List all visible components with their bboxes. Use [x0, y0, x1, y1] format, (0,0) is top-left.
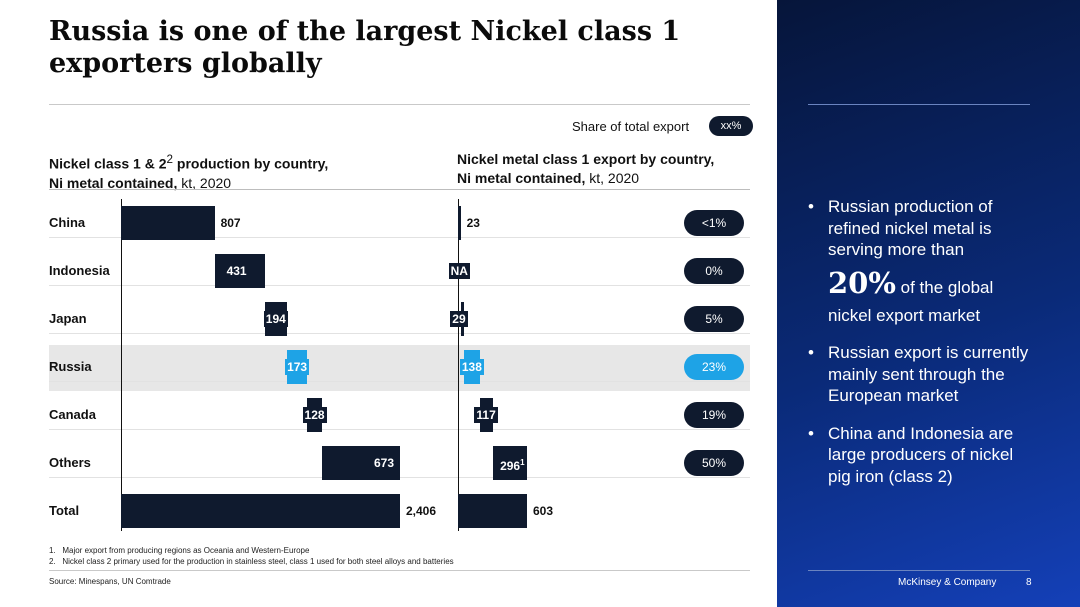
share-pill-china: <1% [684, 210, 744, 236]
row-divider [49, 237, 750, 238]
row-label-others: Others [49, 455, 91, 470]
right-value-total: 603 [533, 504, 554, 518]
left-value-indonesia: 431 [226, 264, 247, 278]
source-note: Source: Minespans, UN Comtrade [49, 577, 171, 586]
bullet-dot: • [808, 423, 814, 443]
panel-footer-divider [808, 570, 1030, 571]
left-bar-others [321, 446, 400, 480]
right-subtitle-line2-bold: Ni metal contained, [457, 170, 586, 186]
left-bar-indonesia [214, 254, 265, 288]
row-divider [49, 429, 750, 430]
right-subtitle-bold: Nickel metal class 1 export by country, [457, 151, 715, 167]
left-value-canada: 128 [302, 407, 327, 423]
right-bar-china [458, 206, 461, 240]
bullet-3-text: China and Indonesia are large producers … [828, 423, 1014, 486]
share-pill-others: 50% [684, 450, 744, 476]
left-subtitle-sup: 2 [166, 153, 174, 166]
left-subtitle-bold: Nickel class 1 & 2 [49, 155, 167, 172]
bullet-1-highlight: 20% [828, 265, 896, 300]
row-label-china: China [49, 215, 86, 230]
footnote-2: 2. Nickel class 2 primary used for the p… [49, 557, 454, 566]
share-pill-japan: 5% [684, 306, 744, 332]
takeaway-bullet-3: • China and Indonesia are large producer… [808, 423, 1038, 488]
left-value-china: 807 [220, 216, 241, 230]
panel-divider [808, 104, 1030, 105]
left-subtitle-line2-rest: kt, 2020 [177, 174, 232, 191]
share-pill-russia: 23% [684, 354, 744, 380]
russia-highlight-band [49, 345, 750, 391]
takeaway-bullet-2: • Russian export is currently mainly sen… [808, 342, 1038, 407]
left-value-russia: 173 [285, 359, 310, 375]
left-subtitle-bold2: production by country, [173, 155, 329, 172]
footnote-marker: 1 [520, 458, 525, 467]
right-value-japan: 29 [450, 311, 468, 327]
takeaway-panel [777, 0, 1080, 607]
left-bar-china [121, 206, 215, 240]
brand-name: McKinsey & Company [898, 577, 997, 588]
left-value-japan: 194 [263, 311, 288, 327]
right-value-russia: 138 [459, 359, 484, 375]
left-chart-subtitle: Nickel class 1 & 22 production by countr… [49, 150, 328, 193]
bullet-1-text: Russian production of refined nickel met… [828, 197, 993, 259]
share-pill-indonesia: 0% [684, 258, 744, 284]
legend-pill: xx% [709, 116, 753, 136]
left-axis-line [121, 199, 122, 531]
right-chart-subtitle: Nickel metal class 1 export by country, … [457, 150, 714, 188]
bullet-dot: • [808, 343, 814, 362]
row-label-japan: Japan [49, 311, 87, 326]
row-divider [49, 285, 750, 286]
page-number: 8 [1026, 577, 1032, 588]
chart-header-divider [49, 189, 750, 190]
takeaway-bullets: • Russian production of refined nickel m… [808, 196, 1038, 503]
page-title: Russia is one of the largest Nickel clas… [49, 16, 681, 79]
row-divider [49, 333, 750, 334]
bullet-2-text: Russian export is currently mainly sent … [828, 343, 1029, 405]
takeaway-bullet-1: • Russian production of refined nickel m… [808, 196, 1038, 326]
left-value-total: 2,406 [406, 504, 437, 518]
row-label-russia: Russia [49, 359, 92, 374]
row-divider [49, 381, 750, 382]
footnote-1: 1. Major export from producing regions a… [49, 546, 310, 555]
legend-label: Share of total export [572, 119, 690, 134]
right-subtitle-line2-rest: kt, 2020 [585, 170, 640, 186]
left-value-others: 673 [374, 456, 395, 470]
right-value-others: 2961 [498, 455, 527, 474]
bullet-1-text-post: of the global nickel export market [828, 277, 994, 325]
right-axis-line [458, 199, 459, 531]
right-bar-total [458, 494, 527, 528]
bullet-dot: • [808, 197, 814, 216]
share-pill-canada: 19% [684, 402, 744, 428]
right-value-china: 23 [466, 216, 480, 230]
left-subtitle-line2-bold: Ni metal contained, [49, 174, 178, 191]
row-label-canada: Canada [49, 407, 96, 422]
left-bar-total [121, 494, 400, 528]
title-divider [49, 104, 750, 105]
footer-divider [49, 570, 750, 571]
row-label-indonesia: Indonesia [49, 263, 110, 278]
row-label-total: Total [49, 503, 80, 518]
right-value-canada: 117 [474, 407, 498, 423]
right-value-indonesia: NA [448, 263, 470, 279]
